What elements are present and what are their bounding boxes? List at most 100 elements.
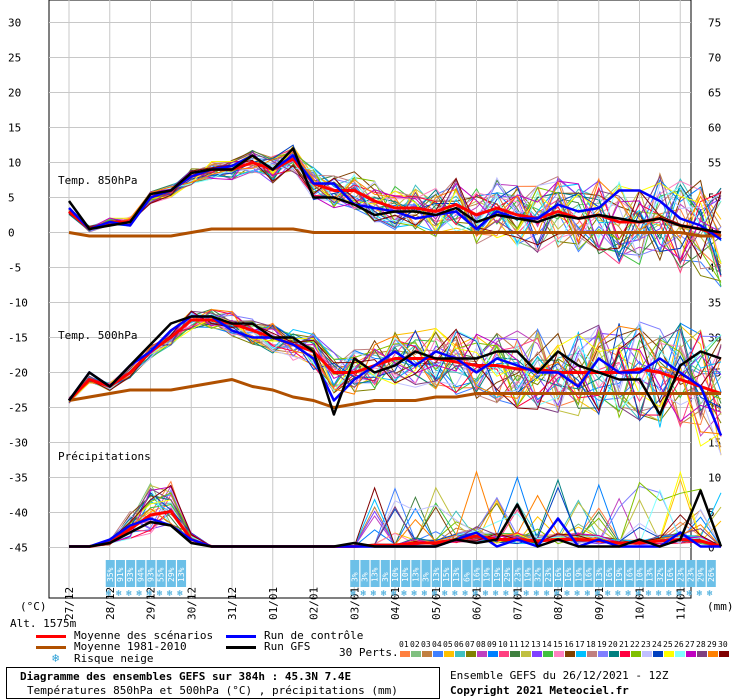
member-line [68, 310, 722, 421]
member-color-swatch [400, 651, 410, 657]
snow-risk-badge [645, 560, 655, 587]
left-tick-label: 0 [8, 227, 15, 240]
series-line [68, 227, 721, 238]
member-color-swatch [422, 651, 432, 657]
snow-risk-badge [513, 560, 523, 587]
left-tick-label: -15 [8, 332, 28, 345]
member-number: 08 [476, 640, 486, 649]
legend-perts-label: 30 Perts. [339, 646, 399, 659]
snow-risk-value: 16% [605, 567, 614, 582]
snow-risk-value: 16% [625, 567, 634, 582]
legend-clim-swatch [36, 646, 66, 649]
snowflake-icon: ❄ [391, 589, 397, 599]
snow-risk-value: 55% [157, 567, 166, 582]
snow-risk-badge [431, 560, 441, 587]
snow-risk-badge [584, 560, 594, 587]
snowflake-icon: ❄ [646, 589, 652, 599]
snow-risk-badge [686, 560, 696, 587]
snow-risk-badge [615, 560, 625, 587]
snow-risk-value: 10% [636, 567, 645, 582]
precip-panel-label: Précipitations [58, 450, 151, 463]
x-tick-label: 02/01 [308, 587, 321, 620]
snowflake-icon: ❄ [350, 589, 356, 599]
snow-risk-badge [156, 560, 166, 587]
snow-risk-value: 16% [554, 567, 563, 582]
snowflake-icon: ❄ [147, 589, 153, 599]
snow-risk-badge [574, 560, 584, 587]
title-box: Diagramme des ensembles GEFS sur 384h : … [6, 667, 440, 699]
snow-risk-badge [554, 560, 563, 587]
right-tick-label: 60 [708, 122, 721, 135]
member-number: 10 [498, 640, 508, 649]
snow-risk-value: 3% [381, 572, 390, 582]
legend-mean-swatch [36, 635, 66, 638]
legend-clim-label: Moyenne 1981-2010 [74, 640, 187, 653]
x-tick-label: 07/01 [511, 587, 524, 620]
right-axis-unit: (mm) [707, 600, 734, 613]
series-line [67, 315, 723, 436]
snowflake-icon: ❄ [534, 589, 540, 599]
member-color-swatch [697, 651, 707, 657]
left-tick-label: -30 [8, 437, 28, 450]
snow-risk-value: 23% [686, 567, 695, 582]
snow-risk-badge [441, 560, 451, 587]
snow-risk-badge [635, 560, 645, 587]
snow-risk-value: 19% [615, 567, 624, 582]
member-color-swatch [576, 651, 586, 657]
snow-risk-value: 23% [513, 567, 522, 582]
member-number: 21 [619, 640, 629, 649]
member-number: 26 [674, 640, 684, 649]
snow-risk-badge [482, 560, 492, 587]
member-line [68, 317, 722, 447]
snow-risk-value: 19% [574, 567, 583, 582]
snow-risk-value: 29% [697, 567, 706, 582]
snowflake-icon: ❄ [686, 589, 692, 599]
snow-risk-value: 91% [116, 567, 125, 582]
snowflake-icon: ❄ [360, 589, 366, 599]
snow-risk-badge [492, 560, 502, 587]
series-line [67, 318, 722, 402]
member-color-swatch [532, 651, 542, 657]
member-number: 01 [399, 640, 409, 649]
snowflake-icon: ❄ [615, 589, 621, 599]
member-number: 16 [564, 640, 574, 649]
left-tick-label: -10 [8, 297, 28, 310]
left-tick-label: -25 [8, 402, 28, 415]
snowflake-icon: ❄ [116, 589, 122, 599]
left-tick-label: -20 [8, 367, 28, 380]
snow-risk-value: 93% [147, 567, 156, 582]
snowflake-icon: ❄ [167, 589, 173, 599]
snowflake-icon: ❄ [513, 589, 519, 599]
snowflake-icon: ❄ [432, 589, 438, 599]
x-tick-label: 29/12 [145, 587, 158, 620]
x-tick-label: 06/01 [471, 587, 484, 620]
snow-risk-value: 19% [523, 567, 532, 582]
snow-risk-badge [655, 560, 665, 587]
snowflake-icon: ❄ [106, 589, 112, 599]
snowflake-icon: ❄ [554, 589, 560, 599]
left-tick-label: 5 [8, 192, 15, 205]
snow-risk-value: 13% [595, 567, 604, 582]
snowflake-icon: ❄ [605, 589, 611, 599]
snow-risk-value: 13% [646, 567, 655, 582]
right-tick-label: 35 [708, 297, 721, 310]
snow-risk-value: 3% [350, 572, 359, 582]
member-color-swatch [719, 651, 729, 657]
snowflake-icon: ❄ [503, 589, 509, 599]
snow-risk-badge [380, 560, 390, 587]
member-line [68, 311, 722, 412]
member-number: 07 [465, 640, 475, 649]
snow-risk-value: 16% [564, 567, 573, 582]
snow-risk-value: 26% [707, 567, 716, 582]
x-tick-label: 04/01 [389, 587, 402, 620]
right-tick-label: 30 [708, 332, 721, 345]
run-info: Ensemble GEFS du 26/12/2021 - 12Z [450, 669, 669, 682]
snow-risk-value: 3% [360, 572, 369, 582]
member-number: 14 [542, 640, 552, 649]
snow-risk-badge [105, 560, 115, 587]
snow-risk-value: 94% [136, 567, 145, 582]
member-number: 03 [421, 640, 431, 649]
member-color-swatch [433, 651, 443, 657]
